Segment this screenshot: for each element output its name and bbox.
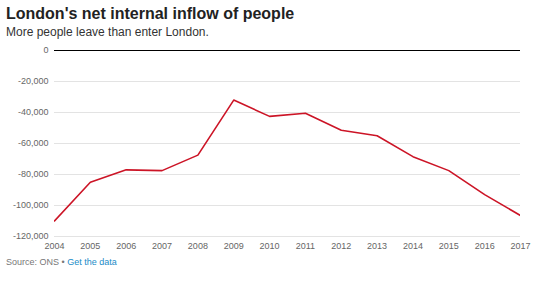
html-text:Source: ONS • Get the data: Source: ONS • Get the data xyxy=(6,257,117,267)
svg-text:-120,000: -120,000 xyxy=(13,231,49,241)
svg-text:2005: 2005 xyxy=(80,241,100,251)
svg-text:2011: 2011 xyxy=(296,241,315,251)
svg-text:2016: 2016 xyxy=(475,241,495,251)
svg-text:-80,000: -80,000 xyxy=(18,169,49,179)
html-text:More people leave than enter L: More people leave than enter London. xyxy=(6,25,209,39)
svg-text:-20,000: -20,000 xyxy=(18,76,49,86)
svg-text:2007: 2007 xyxy=(152,241,172,251)
svg-text:2008: 2008 xyxy=(188,241,208,251)
svg-text:2004: 2004 xyxy=(44,241,64,251)
html-text:London's net internal inflow o: London's net internal inflow of people xyxy=(6,5,295,22)
svg-text:2017: 2017 xyxy=(510,241,530,251)
svg-text:2012: 2012 xyxy=(331,241,351,251)
svg-text:2009: 2009 xyxy=(224,241,244,251)
svg-text:2013: 2013 xyxy=(367,241,387,251)
svg-text:2014: 2014 xyxy=(403,241,423,251)
svg-text:2015: 2015 xyxy=(439,241,459,251)
svg-text:0: 0 xyxy=(43,45,48,55)
svg-text:2010: 2010 xyxy=(260,241,280,251)
svg-text:-60,000: -60,000 xyxy=(18,138,49,148)
svg-text:-100,000: -100,000 xyxy=(13,200,49,210)
svg-text:2006: 2006 xyxy=(116,241,136,251)
svg-text:-40,000: -40,000 xyxy=(18,107,49,117)
